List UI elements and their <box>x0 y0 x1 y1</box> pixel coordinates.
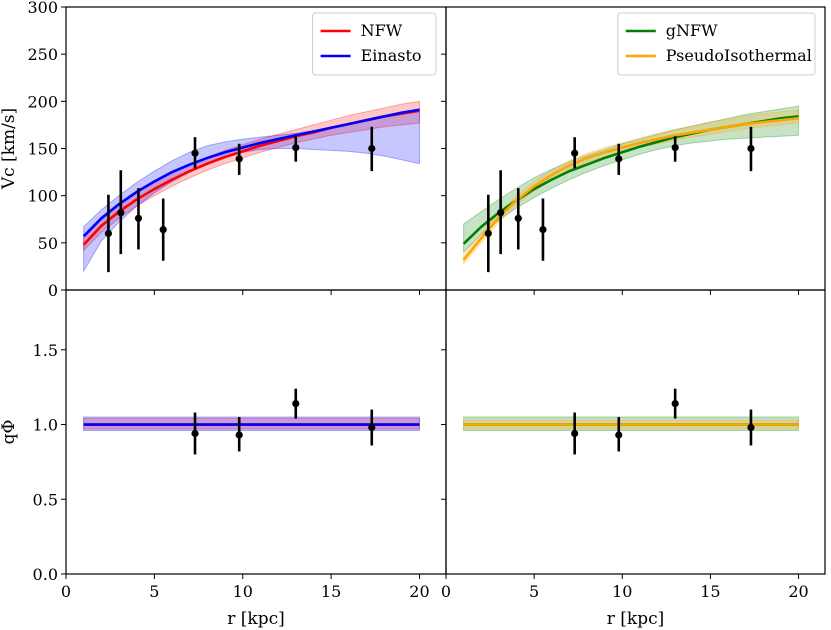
x-tick-label-left-bottom-0: 0 <box>61 582 71 601</box>
data-point-left-top-7 <box>368 144 376 153</box>
data-point-right-top-4 <box>571 149 579 157</box>
data-point-right-top-2 <box>514 214 522 222</box>
frame-left-bottom <box>65 289 447 575</box>
legend-label-pseudoisothermal: PseudoIsothermal <box>666 46 812 65</box>
legend-label-einasto: Einasto <box>361 46 422 65</box>
legend-label-gnfw: gNFW <box>666 21 718 40</box>
y-tick-label-left-bottom-0.5: 0.5 <box>33 490 58 509</box>
data-point-left-bottom-0 <box>191 429 199 438</box>
data-point-left-top-3 <box>159 226 167 234</box>
data-point-right-top-5 <box>615 155 623 163</box>
data-point-left-top-5 <box>235 155 243 163</box>
x-tick-label-left-bottom-20: 20 <box>409 582 429 601</box>
panel-left-bottom <box>83 388 420 455</box>
data-point-right-top-6 <box>671 143 679 152</box>
panel-left-top <box>82 100 420 273</box>
y-tick-label-left-top-100: 100 <box>27 187 58 206</box>
y-tick-label-left-bottom-1: 1.0 <box>33 416 58 435</box>
x-tick-label-right-bottom-10: 10 <box>612 582 632 601</box>
x-axis-label-1: r [kpc] <box>607 609 665 629</box>
data-point-left-top-6 <box>292 143 300 152</box>
x-tick-label-left-bottom-5: 5 <box>149 582 159 601</box>
data-point-left-top-0 <box>104 229 113 237</box>
legend-box-right-top <box>617 12 816 76</box>
data-point-right-bottom-1 <box>615 431 623 439</box>
legend-box-left-top <box>312 12 437 76</box>
panel-right-top <box>462 105 800 273</box>
data-point-right-bottom-2 <box>671 400 679 408</box>
x-tick-label-left-bottom-10: 10 <box>233 582 253 601</box>
x-tick-label-right-bottom-5: 5 <box>529 582 539 601</box>
x-tick-label-right-bottom-20: 20 <box>788 582 808 601</box>
y-tick-label-left-bottom-1.5: 1.5 <box>33 341 58 360</box>
x-tick-label-right-bottom-0: 0 <box>441 582 451 601</box>
data-point-right-top-1 <box>497 209 505 217</box>
y-tick-label-left-top-250: 250 <box>27 45 58 64</box>
data-point-left-top-1 <box>117 209 125 217</box>
x-axis-label-0: r [kpc] <box>227 609 285 629</box>
y-axis-label-qphi: qΦ <box>0 420 19 445</box>
panel-right-bottom <box>463 388 800 455</box>
legend-right-top: gNFW PseudoIsothermal <box>617 12 816 76</box>
data-point-right-bottom-3 <box>747 423 755 432</box>
legend-label-nfw: NFW <box>361 21 403 40</box>
data-point-right-top-3 <box>539 226 547 234</box>
y-axis-label-vc: Vc [km/s] <box>0 108 19 190</box>
y-tick-label-left-top-50: 50 <box>38 234 58 253</box>
data-point-right-bottom-0 <box>571 429 579 438</box>
y-tick-label-left-top-0: 0 <box>48 281 58 300</box>
band-einasto-left-top <box>83 108 420 273</box>
data-point-left-top-2 <box>134 214 143 222</box>
x-tick-label-left-bottom-15: 15 <box>321 582 341 601</box>
data-point-left-bottom-1 <box>235 431 243 439</box>
line-pseudoisothermal-right-top <box>462 117 799 261</box>
y-tick-label-left-bottom-0: 0.0 <box>33 565 58 584</box>
y-tick-label-left-top-150: 150 <box>27 140 58 159</box>
legend-left-top: NFW Einasto <box>312 12 437 76</box>
y-tick-label-left-top-200: 200 <box>27 92 58 111</box>
y-tick-label-left-top-300: 300 <box>27 0 58 17</box>
frame-right-bottom <box>445 289 826 575</box>
data-point-right-top-7 <box>747 144 755 153</box>
data-point-left-bottom-2 <box>292 400 300 408</box>
x-tick-label-right-bottom-15: 15 <box>700 582 720 601</box>
data-point-left-top-4 <box>191 149 199 157</box>
data-point-left-bottom-3 <box>368 423 376 432</box>
data-point-right-top-0 <box>484 229 492 237</box>
